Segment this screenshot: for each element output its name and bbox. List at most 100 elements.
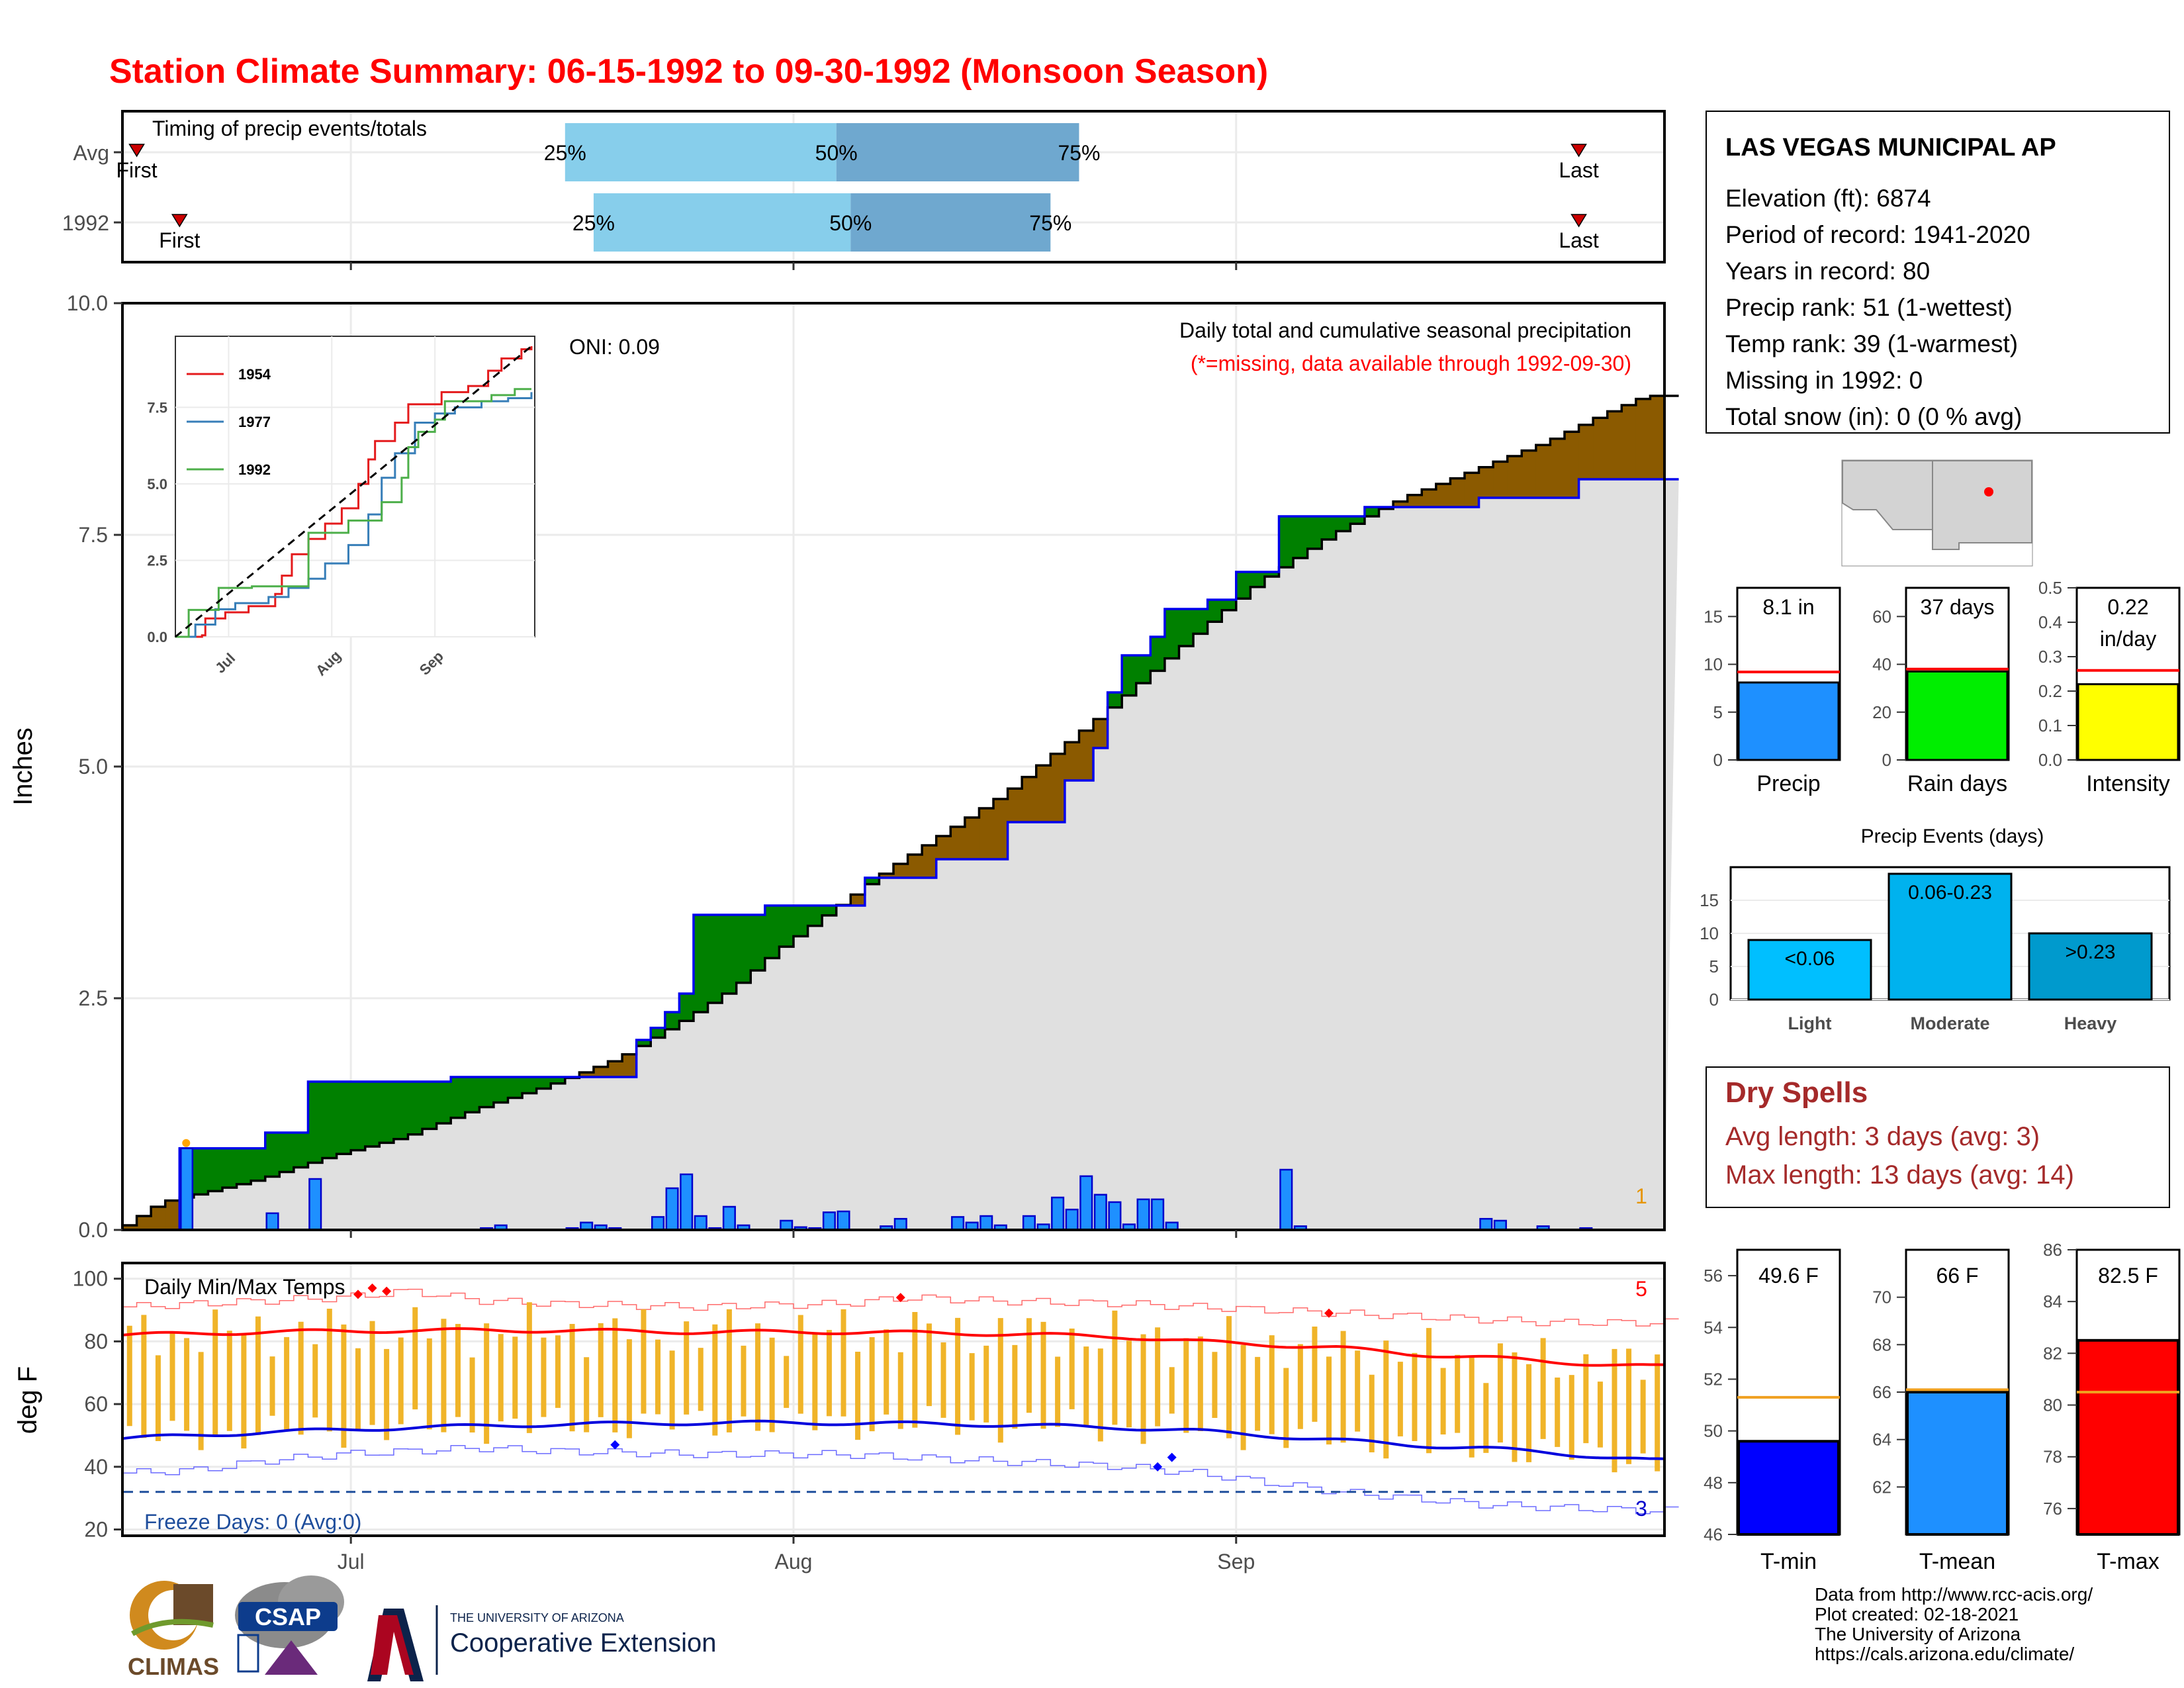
above-normal-fill [508,1077,523,1098]
below-normal-fill [165,1200,180,1230]
station-name: LAS VEGAS MUNICIPAL AP [1725,134,2056,162]
station-info-box: LAS VEGAS MUNICIPAL AP Elevation (ft): 6… [1706,111,2170,434]
daily-precip-bar [893,1217,907,1231]
station-detail-line: Total snow (in): 0 (0 % avg) [1725,403,2022,430]
timing-bar-q50-q75 [850,193,1051,252]
above-normal-fill [1293,516,1308,558]
page-title: Station Climate Summary: 06-15-1992 to 0… [109,52,1268,91]
precip-tick-label: 7.5 [79,523,108,547]
below-normal-fill [1593,418,1608,479]
events-category-label: Moderate [1910,1013,1989,1033]
above-normal-fill [265,1133,280,1177]
above-normal-fill [308,1082,323,1163]
temp-bar-value [1737,1440,1840,1536]
inset-series-line [175,388,531,638]
map-state-new-mexico [1932,460,2032,550]
above-normal-fill [293,1133,309,1168]
freeze-days-label: Freeze Days: 0 (Avg:0) [144,1510,361,1534]
summary-bar-tick-label: 40 [1872,655,1891,675]
below-normal-fill [993,799,1009,859]
summary-bar-category-label: Intensity [2086,771,2170,796]
events-bar [2028,932,2153,1001]
record-low-marker [1167,1452,1177,1462]
above-normal-fill [551,1077,566,1084]
above-normal-fill [779,906,794,947]
oni-label: ONI: 0.09 [569,335,660,359]
above-normal-fill [1164,609,1180,659]
summary-bar-charts: 0 5 10 15 8.1 in Precip 0 20 40 60 37 days Rain day… [1704,578,2181,796]
daily-precip-bar [1093,1194,1107,1231]
ua-logo-small-text: THE UNIVERSITY OF ARIZONA [450,1611,624,1624]
summary-bar-value [1906,670,2009,761]
observed-cumulative-line [122,478,1679,1231]
temp-bar-tick-label: 62 [1872,1477,1891,1497]
above-normal-fill [1207,600,1222,622]
below-normal-fill [1007,788,1023,822]
above-normal-fill [193,1148,209,1195]
temp-bar-value-label: 82.5 F [2098,1264,2158,1288]
record-low-marker [610,1440,620,1450]
timing-marker-icon [1570,144,1587,158]
summary-bar-tick-label: 5 [1713,702,1723,722]
below-normal-fill [879,873,894,878]
daily-precip-bar [180,1147,194,1231]
precip-y-axis: 0.0 2.5 5.0 7.5 10.0 [67,291,1238,1242]
precip-y-axis-label: Inches [9,727,38,806]
station-detail-line: Elevation (ft): 6874 [1725,185,1931,212]
events-tick-label: 5 [1709,957,1719,976]
temp-bar-tick-label: 76 [2043,1499,2062,1519]
above-normal-fill [679,994,694,1021]
temp-bar-tick-label: 70 [1872,1288,1891,1307]
above-normal-fill [1193,609,1208,634]
temp-bar-value-label: 49.6 F [1758,1264,1819,1288]
dry-spells-avg: Avg length: 3 days (avg: 3) [1725,1122,2040,1151]
above-normal-fill [651,1027,666,1038]
below-normal-fill [1650,396,1665,479]
above-normal-fill [479,1077,494,1107]
summary-bar-tick-label: 0 [1882,750,1891,770]
summary-bar-category-label: Precip [1756,771,1820,796]
timing-content: Avg 25% 50% 75% First Last 1992 25% 50% 75% First L… [62,123,1599,270]
below-normal-fill [1079,730,1094,780]
below-normal-fill [1564,432,1580,498]
events-category-label: Light [1788,1013,1832,1033]
daily-precip-bar [1065,1208,1079,1231]
temp-background [122,1263,1664,1536]
above-normal-fill [1107,692,1122,708]
timing-bar-q25-q50 [565,123,837,181]
above-normal-fill [793,906,809,937]
credit-line-3: The University of Arizona [1815,1624,2021,1644]
month-label: Sep [1217,1550,1255,1573]
daily-precip-bar [1022,1215,1036,1231]
record-max-count: 5 [1635,1277,1647,1301]
above-normal-fill [236,1148,251,1184]
inset-series-line [175,392,533,638]
daily-precip-bar [265,1212,279,1231]
temp-bar-category-label: T-mean [1919,1549,1995,1574]
below-normal-fill [907,855,923,878]
temp-bar-tick-label: 46 [1704,1524,1723,1544]
summary-bar-tick-label: 20 [1872,702,1891,722]
temp-panel: deg F Daily Min/Max Temps 5 3 Freeze Day… [13,1262,1679,1573]
temp-tick-label: 60 [84,1392,108,1416]
below-normal-fill [893,864,909,878]
inset-tick-label: 0.0 [147,629,167,645]
timing-marker-label: First [116,158,157,182]
csap-logo-gauge [237,1634,259,1673]
ua-logo-a-inner [371,1615,414,1675]
above-normal-fill [707,915,723,1003]
inset-legend-label: 1992 [238,461,271,478]
record-low-line [122,1444,1679,1515]
below-normal-fill [1050,753,1066,822]
above-normal-fill [436,1082,451,1123]
above-normal-fill [1122,655,1137,696]
precip-tick-label: 0.0 [79,1218,108,1242]
record-high-marker [367,1283,377,1293]
above-normal-fill [1364,507,1380,516]
temp-bar-tick-label: 54 [1704,1317,1723,1337]
timing-marker-icon [1570,214,1587,228]
observed-cumulative-area [122,479,1679,1230]
climas-logo-text: CLIMAS [128,1653,219,1680]
timing-bar-q25-q50 [593,193,851,252]
dry-spells-max: Max length: 13 days (avg: 14) [1725,1160,2074,1190]
